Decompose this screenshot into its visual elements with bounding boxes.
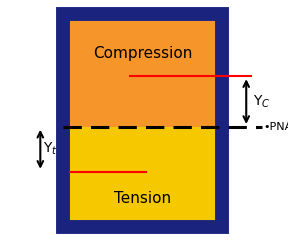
Bar — [63, 127, 222, 227]
Text: Y$_t$: Y$_t$ — [43, 141, 58, 157]
Text: Y$_C$: Y$_C$ — [253, 93, 271, 110]
Bar — [63, 14, 222, 227]
Bar — [63, 14, 222, 127]
Text: Tension: Tension — [114, 191, 171, 206]
Text: Compression: Compression — [93, 46, 192, 61]
Text: •PNA: •PNA — [264, 122, 288, 132]
